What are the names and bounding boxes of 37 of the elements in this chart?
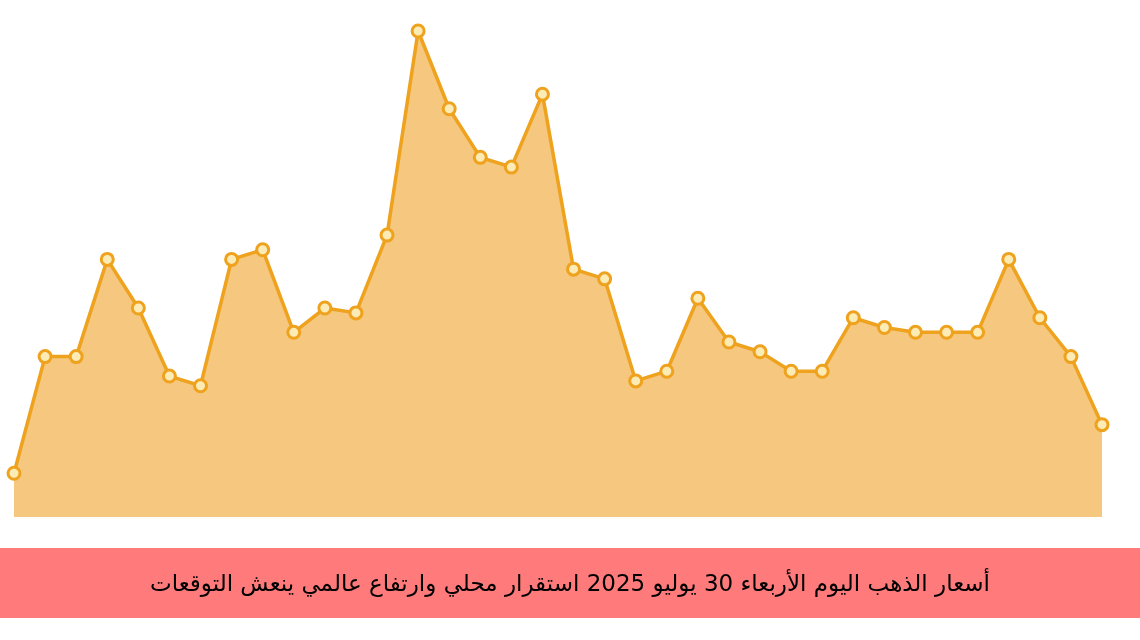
point [193, 378, 209, 394]
text: أسعار الذهب اليوم الأربعاء 30 يوليو 2025 استقرار محلي وارتفاع عالمي ينعش التوقعات [150, 570, 990, 596]
point [845, 310, 861, 326]
point [534, 86, 550, 102]
point [814, 363, 830, 379]
point [224, 251, 240, 267]
point [99, 251, 115, 267]
point [597, 271, 613, 287]
point [286, 324, 302, 340]
point [6, 465, 22, 481]
point [161, 368, 177, 384]
point [970, 324, 986, 340]
point [317, 300, 333, 316]
point [752, 344, 768, 360]
point [1032, 310, 1048, 326]
point [907, 324, 923, 340]
point [1001, 251, 1017, 267]
point [628, 373, 644, 389]
point [1094, 417, 1110, 433]
point [690, 290, 706, 306]
point [783, 363, 799, 379]
point [441, 101, 457, 117]
point [130, 300, 146, 316]
point [410, 23, 426, 39]
point [255, 242, 271, 258]
point [37, 349, 53, 365]
point [659, 363, 675, 379]
point [1063, 349, 1079, 365]
point [472, 149, 488, 165]
point [503, 159, 519, 175]
point [721, 334, 737, 350]
point [939, 324, 955, 340]
point [876, 319, 892, 335]
point [379, 227, 395, 243]
point [348, 305, 364, 321]
point [566, 261, 582, 277]
point [68, 349, 84, 365]
